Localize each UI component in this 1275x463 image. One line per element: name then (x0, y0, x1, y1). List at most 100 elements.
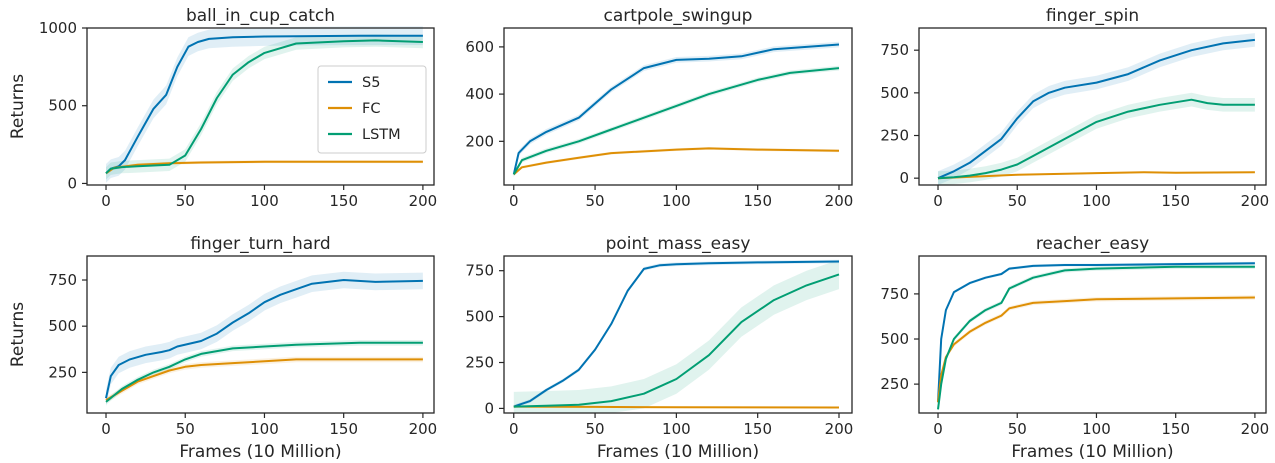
y-tick-label: 200 (465, 132, 494, 150)
panel-title: finger_turn_hard (190, 234, 330, 254)
x-tick-label: 200 (409, 420, 438, 438)
panel-title: reacher_easy (1036, 234, 1149, 254)
series-line-fc (513, 147, 840, 176)
x-tick-label: 150 (1161, 420, 1190, 438)
band-lstm (938, 92, 1255, 185)
x-tick-label: 0 (509, 420, 519, 438)
y-tick-label: 500 (48, 317, 77, 335)
x-tick-label: 100 (662, 192, 691, 210)
series-line-s5 (513, 260, 840, 408)
x-tick-label: 50 (1008, 420, 1027, 438)
legend-label-lstm: LSTM (362, 127, 401, 143)
x-axis-label: Frames (10 Million) (597, 442, 759, 462)
y-tick-label: 400 (465, 85, 494, 103)
band-fc (106, 356, 423, 403)
panel-point-mass-easy: point_mass_easy 0 50 100 150 200 0 250 500 750 Fra… (465, 234, 853, 462)
panel-finger-turn-hard: finger_turn_hard 0 50 100 150 200 250 500 750 Fra… (8, 234, 437, 462)
series-line-fc (937, 171, 1255, 180)
y-tick-label: 750 (880, 41, 909, 59)
series-line-s5 (105, 34, 423, 175)
series-line-lstm (105, 341, 423, 403)
x-tick-label: 200 (1241, 192, 1270, 210)
x-tick-label: 100 (1082, 420, 1111, 438)
panel-title: finger_spin (1046, 6, 1139, 26)
panel-cartpole-swingup: cartpole_swingup 0 50 100 150 200 200 400 600 (465, 6, 853, 210)
band-s5 (106, 26, 423, 183)
panel-ball-in-cup-catch: ball_in_cup_catch 0 50 100 150 200 0 500 1000 Ret… (8, 6, 437, 210)
series-line-s5 (105, 279, 423, 399)
series-line-lstm (512, 67, 840, 175)
x-tick-label: 0 (101, 192, 111, 210)
x-tick-label: 100 (250, 192, 279, 210)
x-tick-label: 200 (409, 192, 438, 210)
plot-frame (503, 27, 853, 186)
x-tick-label: 100 (662, 420, 691, 438)
x-tick-label: 0 (933, 420, 943, 438)
band-fc (513, 147, 839, 176)
y-tick-label: 250 (880, 375, 909, 393)
x-tick-label: 50 (176, 192, 195, 210)
x-axis-label: Frames (10 Million) (179, 442, 341, 462)
x-tick-label: 150 (743, 192, 772, 210)
x-tick-label: 150 (1161, 192, 1190, 210)
series-line-lstm (937, 98, 1255, 180)
y-tick-label: 0 (899, 169, 909, 187)
x-tick-label: 150 (743, 420, 772, 438)
band-s5 (106, 271, 423, 407)
series-line-fc (105, 358, 423, 401)
panel-title: ball_in_cup_catch (186, 6, 335, 26)
y-tick-label: 750 (48, 271, 77, 289)
legend-box (317, 65, 427, 154)
y-tick-label: 750 (465, 262, 494, 280)
series-line-s5 (937, 262, 1255, 403)
y-tick-label: 500 (465, 308, 494, 326)
y-tick-label: 250 (465, 354, 494, 372)
y-tick-label: 750 (880, 285, 909, 303)
y-tick-label: 0 (67, 174, 77, 192)
y-tick-label: 600 (465, 38, 494, 56)
series-line-s5 (937, 38, 1256, 180)
band-s5 (938, 33, 1255, 185)
x-axis-label: Frames (10 Million) (1011, 442, 1173, 462)
x-tick-label: 200 (1241, 420, 1270, 438)
x-tick-label: 50 (176, 420, 195, 438)
x-tick-label: 200 (825, 192, 854, 210)
band-lstm (938, 264, 1255, 412)
x-tick-label: 0 (101, 420, 111, 438)
legend-label-fc: FC (362, 101, 380, 117)
x-tick-label: 100 (250, 420, 279, 438)
band-s5 (938, 261, 1255, 404)
panel-title: cartpole_swingup (604, 6, 753, 26)
series-line-s5 (512, 43, 840, 175)
series-line-fc (937, 296, 1255, 403)
plot-frame (86, 27, 435, 186)
y-tick-label: 500 (880, 84, 909, 102)
x-tick-label: 50 (1008, 192, 1027, 210)
x-tick-label: 150 (329, 192, 358, 210)
y-tick-label: 0 (484, 399, 494, 417)
x-tick-label: 50 (586, 192, 605, 210)
x-tick-label: 0 (933, 192, 943, 210)
panel-reacher-easy: reacher_easy 0 50 100 150 200 250 500 750 Frames … (880, 234, 1269, 462)
y-axis-label: Returns (8, 302, 28, 367)
series-line-lstm (105, 39, 423, 175)
plot-frame (918, 255, 1267, 414)
series-line-fc (513, 405, 840, 409)
y-tick-label: 1000 (39, 19, 77, 37)
series-line-lstm (937, 265, 1255, 410)
y-tick-label: 250 (48, 363, 77, 381)
plot-frame (503, 255, 853, 414)
plot-frame (918, 27, 1267, 186)
x-tick-label: 0 (509, 192, 519, 210)
x-tick-label: 100 (1082, 192, 1111, 210)
y-axis-label: Returns (8, 74, 28, 139)
panel-finger-spin: finger_spin 0 50 100 150 200 0 250 500 750 (880, 6, 1269, 210)
x-tick-label: 150 (329, 420, 358, 438)
x-tick-label: 200 (825, 420, 854, 438)
band-s5 (513, 41, 839, 178)
y-tick-label: 500 (48, 97, 77, 115)
band-lstm (513, 259, 839, 413)
y-tick-label: 500 (880, 330, 909, 348)
plot-frame (86, 255, 435, 414)
